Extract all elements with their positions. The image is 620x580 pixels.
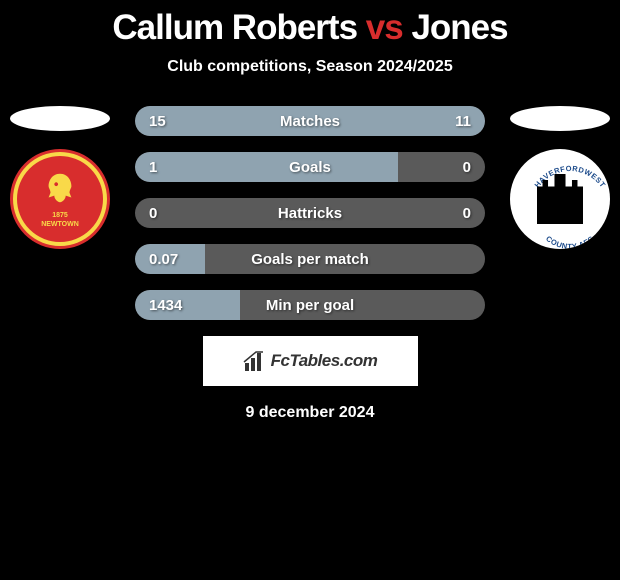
stat-value-right: 0 [415, 205, 485, 222]
club-crest-newtown: 1875 NEWTOWN [10, 149, 110, 249]
stat-label: Goals per match [205, 251, 415, 268]
crest-bottom-text: COUNTY AFC [544, 234, 596, 249]
generation-date: 9 december 2024 [0, 404, 620, 422]
crest-newtown-content: 1875 NEWTOWN [41, 169, 79, 229]
player1-column: 1875 NEWTOWN [10, 106, 110, 249]
crest-haverfordwest-content: HAVERFORDWEST COUNTY AFC [520, 159, 600, 239]
stat-row: 15Matches11 [135, 106, 485, 136]
svg-text:COUNTY AFC: COUNTY AFC [544, 234, 596, 249]
stat-label: Min per goal [205, 297, 415, 314]
player2-avatar [510, 106, 610, 131]
stat-row: 0.07Goals per match [135, 244, 485, 274]
stat-row: 1Goals0 [135, 152, 485, 182]
season-subtitle: Club competitions, Season 2024/2025 [0, 58, 620, 76]
vs-text: vs [366, 8, 403, 47]
castle-icon [537, 174, 583, 224]
stat-value-right: 0 [415, 159, 485, 176]
player1-name: Callum Roberts [112, 8, 357, 47]
stats-area: 1875 NEWTOWN HAVERFORDWEST COUNTY AFC [0, 106, 620, 320]
player2-column: HAVERFORDWEST COUNTY AFC [510, 106, 610, 249]
player1-avatar [10, 106, 110, 131]
branding-text: FcTables.com [271, 351, 378, 371]
crest-year: 1875 [41, 212, 79, 220]
griffin-icon [41, 169, 79, 207]
stat-value-left: 0.07 [135, 251, 205, 268]
stat-row: 1434Min per goal [135, 290, 485, 320]
stat-value-left: 0 [135, 205, 205, 222]
stat-value-left: 15 [135, 113, 205, 130]
fctables-branding: FcTables.com [203, 336, 418, 386]
stat-value-left: 1434 [135, 297, 205, 314]
club-crest-haverfordwest: HAVERFORDWEST COUNTY AFC [510, 149, 610, 249]
stat-label: Goals [205, 159, 415, 176]
player2-name: Jones [411, 8, 507, 47]
stat-value-left: 1 [135, 159, 205, 176]
stat-value-right: 11 [415, 113, 485, 130]
stat-label: Matches [205, 113, 415, 130]
stats-list: 15Matches111Goals00Hattricks00.07Goals p… [135, 106, 485, 320]
stat-label: Hattricks [205, 205, 415, 222]
bar-chart-icon [243, 351, 267, 371]
stat-row: 0Hattricks0 [135, 198, 485, 228]
crest-name: NEWTOWN [41, 221, 79, 229]
comparison-title: Callum Roberts vs Jones [0, 0, 620, 48]
